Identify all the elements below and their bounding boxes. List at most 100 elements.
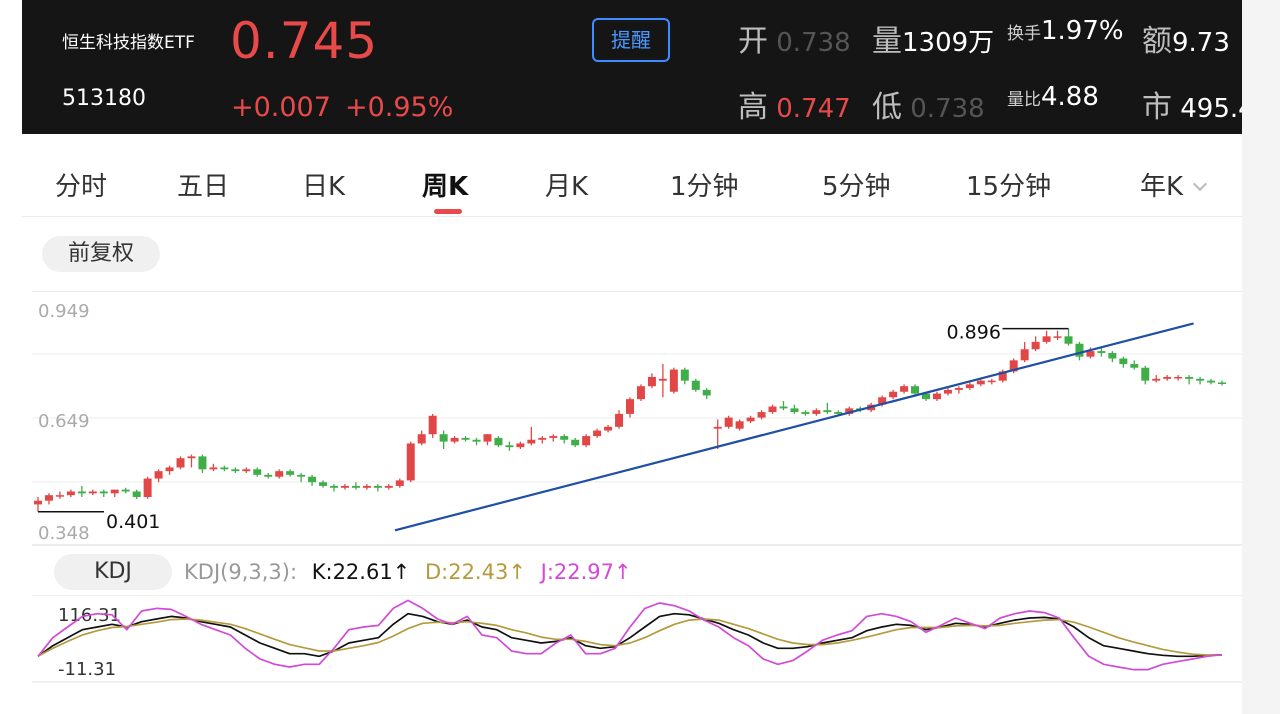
tab-15-minute[interactable]: 15分钟	[966, 172, 1052, 202]
candle-body	[187, 456, 196, 459]
alert-button[interactable]: 提醒	[592, 18, 670, 62]
kdj-params: KDJ(9,3,3):	[184, 560, 298, 584]
chevron-down-icon	[1192, 176, 1208, 192]
candle-body	[834, 412, 843, 414]
stat-high: 高 0.747	[738, 82, 851, 126]
candle-body	[900, 386, 909, 392]
y-axis-label: 0.949	[38, 301, 90, 322]
kdj-d-value: D:22.43↑	[424, 560, 526, 584]
indicator-select-button[interactable]: KDJ	[54, 554, 172, 590]
security-name: 恒生科技指数ETF	[62, 33, 195, 53]
stat-amount: 额9.73	[1142, 16, 1230, 60]
candle-body	[768, 406, 777, 413]
candle-body	[560, 436, 569, 440]
candle-body	[165, 467, 174, 472]
stat-volume-value: 1309万	[902, 28, 995, 58]
candle-body	[99, 491, 108, 494]
candle-body	[220, 467, 229, 470]
high-annotation: 0.896	[947, 322, 1001, 344]
price-change-percent: +0.95%	[345, 92, 454, 123]
stat-open: 开 0.738	[738, 16, 851, 60]
candle-body	[626, 399, 634, 414]
tab-daily-k[interactable]: 日K	[302, 172, 346, 202]
candle-body	[615, 413, 624, 427]
tab-5-minute[interactable]: 5分钟	[822, 172, 891, 202]
candle-body	[911, 386, 920, 394]
kdj-legend: KDJ(9,3,3): K:22.61↑ D:22.43↑ J:22.97↑	[184, 560, 632, 584]
candle-body	[538, 437, 547, 440]
candle-body	[209, 467, 218, 470]
tab-yearly-k[interactable]: 年K	[1140, 166, 1208, 203]
candle-body	[461, 437, 470, 440]
stat-market-cap: 市 495.4	[1142, 82, 1242, 126]
candle-body	[604, 426, 613, 431]
stat-market-cap-value: 495.4	[1180, 94, 1242, 124]
candle-body	[582, 436, 591, 446]
candle-body	[428, 415, 437, 435]
stat-open-value: 0.738	[776, 28, 851, 58]
candle-body	[1108, 352, 1117, 359]
tab-weekly-k[interactable]: 周K	[422, 172, 469, 202]
candle-body	[516, 443, 525, 448]
candle-body	[965, 384, 974, 389]
candle-body	[1009, 360, 1018, 372]
candle-body	[1031, 341, 1040, 350]
candle-body	[1185, 376, 1194, 379]
candle-body	[417, 434, 426, 444]
stat-low: 低 0.738	[872, 82, 985, 126]
tab-intraday[interactable]: 分时	[55, 172, 108, 202]
period-tabs: 分时 五日 日K 周K 月K 1分钟 5分钟 15分钟 年K	[22, 134, 1242, 217]
candle-body	[735, 421, 744, 429]
stat-turnover-label: 换手	[1007, 24, 1041, 44]
candlestick-chart[interactable]: 0.949 0.649 0.348 0.896 0.401	[32, 291, 1242, 546]
stat-volume-ratio: 量比4.88	[1007, 82, 1099, 112]
tab-five-day[interactable]: 五日	[177, 172, 230, 202]
price-change: +0.007	[231, 92, 331, 123]
candle-body	[647, 376, 656, 387]
candle-body	[1086, 351, 1095, 357]
stat-volume: 量1309万	[872, 16, 994, 60]
candle-body	[351, 485, 360, 488]
kdj-y-label-min: -11.31	[58, 659, 116, 680]
active-tab-indicator	[434, 209, 462, 214]
kdj-j-value: J:22.97↑	[540, 560, 632, 584]
candle-body	[253, 469, 262, 475]
low-annotation: 0.401	[106, 511, 160, 533]
kdj-k-value: K:22.61↑	[311, 560, 411, 584]
candle-body	[472, 439, 481, 442]
candle-body	[1075, 343, 1084, 357]
stat-high-value: 0.747	[776, 94, 851, 124]
stat-high-label: 高	[738, 90, 768, 125]
stat-turnover-value: 1.97%	[1041, 16, 1124, 46]
candle-body	[373, 485, 382, 488]
candle-body	[66, 491, 75, 496]
candle-body	[724, 417, 733, 427]
kdj-chart[interactable]: 116.31-11.31	[32, 595, 1242, 683]
candle-body	[1152, 378, 1161, 381]
candle-body	[790, 408, 799, 413]
candle-body	[549, 436, 558, 438]
tab-1-minute[interactable]: 1分钟	[670, 172, 739, 202]
stat-market-cap-label: 市	[1142, 90, 1172, 125]
candle-body	[176, 458, 185, 468]
candle-body	[998, 371, 1007, 381]
candle-body	[505, 445, 514, 448]
candle-body	[395, 480, 404, 486]
candle-body	[132, 491, 141, 498]
candle-body	[976, 380, 985, 385]
candle-body	[1163, 376, 1172, 379]
candle-body	[878, 397, 887, 405]
candle-body	[757, 412, 766, 418]
candle-body	[1141, 367, 1150, 381]
stat-open-label: 开	[738, 24, 768, 59]
adjust-toggle-button[interactable]: 前复权	[42, 236, 160, 272]
candle-body	[308, 476, 317, 483]
candle-body	[44, 495, 53, 501]
candle-body	[231, 469, 240, 472]
candle-body	[779, 406, 788, 409]
tab-monthly-k[interactable]: 月K	[545, 172, 589, 202]
left-margin	[0, 0, 22, 714]
candle-body	[932, 393, 941, 400]
candle-body	[922, 393, 930, 400]
candle-body	[330, 485, 338, 488]
